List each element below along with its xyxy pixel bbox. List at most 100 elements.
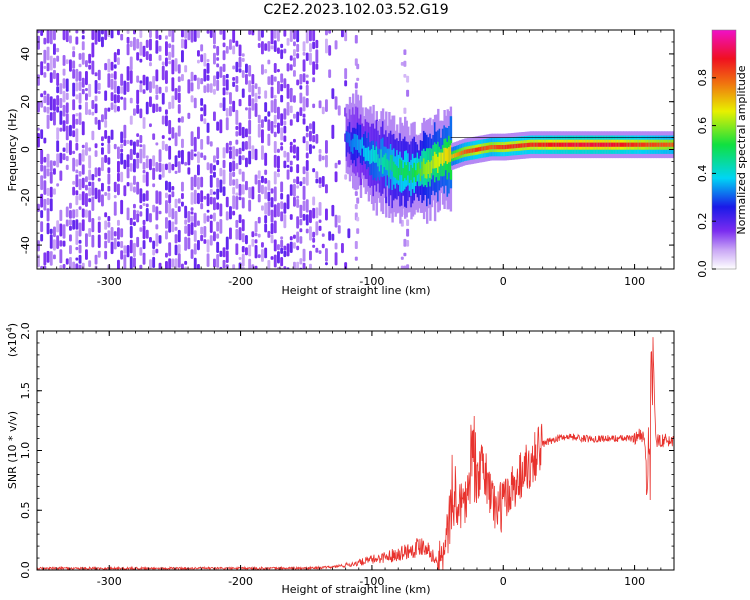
spectrogram-cell [53, 160, 56, 166]
spectrogram-cell [59, 98, 63, 109]
spectrogram-cell [328, 69, 332, 78]
spectrogram-cell [75, 190, 79, 196]
spectrogram-cell [235, 131, 239, 137]
spectrogram-cell [53, 111, 56, 126]
spectrogram-signal-cell [629, 142, 632, 147]
spectrogram-cell [72, 209, 76, 219]
spectrogram-cell [117, 57, 120, 65]
spectrogram-signal-cell [435, 154, 438, 168]
spectrogram-signal-cell [353, 133, 356, 148]
spectrogram-cell [331, 233, 335, 241]
spectrogram-signal-cell [605, 142, 609, 147]
spectrogram-signal-cell [646, 142, 650, 147]
spectrogram-cell [193, 136, 197, 152]
spectrogram-cell [232, 100, 236, 113]
spectrogram-cell [293, 183, 296, 197]
spectrogram-cell [232, 65, 236, 70]
spectrogram-cell [142, 169, 146, 174]
spectrogram-cell [110, 61, 114, 71]
spectrogram-cell [232, 210, 236, 216]
spectrogram-cell [142, 144, 146, 159]
spectrogram-cell [293, 242, 296, 249]
spectrogram-cell [123, 80, 127, 95]
spectrogram-cell [181, 38, 184, 49]
spectrogram-cell [264, 90, 268, 99]
spectrogram-signal-cell [391, 154, 394, 172]
spectrogram-cell [117, 160, 120, 173]
spectrogram-cell [197, 192, 200, 205]
x-tick-label: -100 [359, 275, 384, 288]
spectrogram-cell [273, 141, 277, 154]
spectrogram-cell [312, 61, 316, 75]
spectrogram-signal-cell [651, 142, 654, 147]
spectrogram-cell [120, 250, 124, 260]
spectrogram-cell [219, 30, 223, 35]
spectrogram-cell [78, 171, 82, 177]
spectrogram-cell [222, 42, 226, 48]
spectrogram-signal-cell [448, 147, 451, 163]
spectrogram-cell [299, 92, 303, 104]
spectrogram-cell [168, 101, 172, 110]
spectrogram-cell [149, 259, 152, 269]
spectrogram-signal-cell [374, 150, 377, 163]
spectrogram-cell [206, 253, 210, 267]
spectrogram-cell [232, 179, 236, 186]
y-tick-label: -40 [19, 236, 32, 254]
spectrogram-cell [254, 245, 258, 259]
spectrogram-cell [129, 56, 133, 71]
spectrogram-cell [257, 43, 261, 48]
spectrogram-signal-cell [539, 142, 542, 147]
spectrogram-signal-cell [386, 159, 389, 171]
spectrogram-cell [46, 168, 50, 177]
spectrogram-cell [165, 41, 168, 57]
spectrogram-cell [117, 48, 120, 56]
spectrogram-cell [97, 177, 101, 182]
spectrogram-signal-cell [508, 144, 511, 149]
spectrogram-cell [49, 30, 53, 45]
spectrogram-signal-cell [612, 142, 615, 147]
spectrogram-cell [232, 187, 236, 195]
spectrogram-signal-cell [671, 142, 674, 147]
spectrogram-signal-cell [627, 142, 631, 147]
spectrogram-cell [337, 105, 341, 116]
spectrogram-signal-cell [452, 153, 456, 158]
spectrogram-cell [91, 234, 95, 248]
spectrogram-cell [354, 204, 358, 210]
spectrogram-cell [56, 72, 60, 86]
spectrogram-cell [85, 249, 88, 260]
spectrogram-cell [81, 219, 85, 232]
spectrogram-cell [56, 140, 60, 153]
spectrogram-cell [184, 260, 188, 265]
spectrogram-signal-cell [375, 146, 378, 163]
spectrogram-cell [302, 136, 306, 144]
spectrogram-cell [222, 159, 226, 169]
spectrogram-cell [110, 129, 114, 140]
spectrogram-signal-cell [660, 142, 664, 147]
colorbar-tick-label: 0.8 [696, 69, 709, 87]
spectrogram-cell [337, 225, 341, 234]
spectrogram-cell [91, 218, 95, 233]
spectrogram-cell [286, 169, 290, 180]
spectrogram-signal-cell [402, 168, 405, 182]
spectrogram-cell [267, 76, 271, 85]
spectrogram-cell [302, 41, 306, 52]
x-tick-label: -300 [97, 575, 122, 588]
spectrogram-cell [277, 106, 280, 120]
spectrogram-cell [149, 213, 152, 223]
spectrogram-cell [139, 227, 143, 232]
spectrogram-cell [129, 163, 133, 172]
spectrogram-cell [325, 184, 328, 194]
spectrogram-cell [222, 259, 226, 269]
spectrogram-cell [129, 217, 133, 226]
spectrogram-cell [158, 45, 162, 52]
spectrogram-cell [110, 30, 114, 39]
spectrogram-cell [299, 74, 303, 85]
spectrogram-cell [225, 91, 229, 95]
spectrogram-cell [354, 82, 358, 89]
spectrogram-cell [213, 30, 216, 45]
spectrogram-cell [267, 111, 271, 117]
spectrogram-cell [49, 112, 53, 121]
spectrogram-cell [334, 252, 338, 266]
spectrogram-cell [85, 193, 88, 207]
spectrogram-cell [222, 63, 226, 72]
